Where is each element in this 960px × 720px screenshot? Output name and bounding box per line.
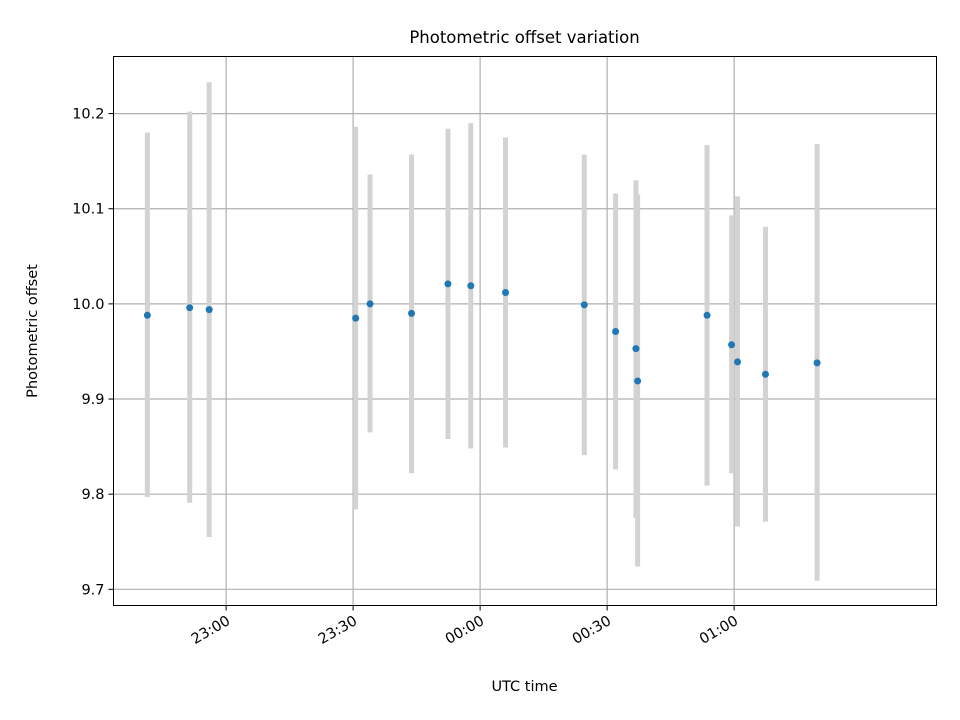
data-point — [761, 370, 769, 378]
data-point — [728, 341, 736, 349]
grid-lines — [113, 56, 937, 606]
y-axis-label: Photometric offset — [25, 264, 41, 398]
plot-frame — [113, 56, 937, 606]
y-tick-label: 9.9 — [81, 392, 104, 408]
y-tick-label: 9.8 — [81, 487, 104, 503]
y-axis-ticks: 9.7 9.8 9.9 10.0 10.1 10.2 — [72, 107, 114, 598]
data-point — [580, 301, 588, 309]
data-point — [143, 311, 151, 319]
data-point — [612, 327, 620, 335]
chart-title: Photometric offset variation — [409, 28, 639, 47]
data-point — [502, 288, 510, 296]
data-point — [634, 377, 642, 385]
data-point — [186, 304, 194, 312]
y-tick-label: 10.1 — [72, 202, 104, 218]
data-points — [143, 280, 821, 385]
data-point — [632, 345, 640, 353]
data-point — [703, 311, 711, 319]
y-tick-label: 9.7 — [81, 582, 104, 598]
data-point — [366, 300, 374, 308]
data-point — [813, 359, 821, 367]
data-point — [734, 358, 742, 366]
data-point — [444, 280, 452, 288]
data-point — [408, 309, 416, 317]
y-tick-label: 10.0 — [72, 297, 104, 313]
x-axis-label: UTC time — [491, 679, 557, 695]
data-point — [467, 282, 475, 290]
data-point — [352, 314, 360, 322]
data-point — [205, 306, 213, 314]
y-tick-label: 10.2 — [72, 107, 104, 123]
